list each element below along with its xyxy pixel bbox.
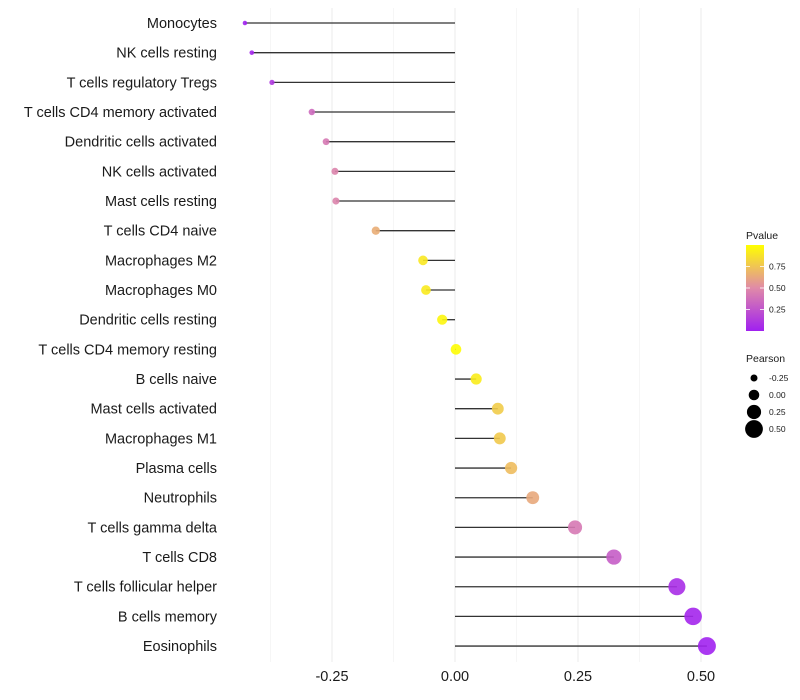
- y-tick-label: Macrophages M2: [105, 253, 217, 269]
- data-point: [322, 138, 330, 146]
- y-tick-label: Macrophages M1: [105, 431, 217, 447]
- size-key-label: -0.25: [769, 373, 789, 383]
- data-point: [450, 344, 462, 355]
- y-axis-labels: Monocytes NK cells resting T cells regulat…: [24, 16, 218, 655]
- y-tick-label: T cells CD4 memory resting: [38, 342, 217, 358]
- x-tick-label: 0.00: [441, 669, 469, 685]
- size-key-point: [745, 420, 763, 438]
- pearson-legend-title: Pearson: [746, 353, 785, 365]
- data-point: [491, 402, 504, 415]
- data-point: [668, 578, 686, 596]
- size-key-label: 0.50: [769, 424, 786, 434]
- data-point: [606, 549, 622, 565]
- pvalue-legend-title: Pvalue: [746, 230, 778, 242]
- colorbar-tick-label: 0.25: [769, 305, 786, 315]
- stems: [244, 22, 707, 647]
- data-point: [269, 79, 275, 85]
- pearson-legend: Pearson -0.25 0.00 0.25 0.50: [745, 353, 789, 438]
- y-tick-label: NK cells activated: [102, 164, 217, 180]
- size-key-point: [750, 374, 758, 382]
- y-tick-label: Plasma cells: [136, 461, 217, 477]
- data-point: [331, 167, 339, 175]
- x-axis-labels: -0.25 0.00 0.25 0.50: [315, 669, 715, 685]
- y-tick-label: B cells naive: [136, 372, 217, 388]
- y-tick-label: Dendritic cells activated: [65, 135, 217, 151]
- x-tick-label: 0.50: [687, 669, 715, 685]
- y-tick-label: T cells CD4 naive: [104, 224, 217, 240]
- data-point: [332, 197, 340, 205]
- y-tick-label: Neutrophils: [144, 491, 217, 507]
- y-tick-label: Mast cells resting: [105, 194, 217, 210]
- size-key-point: [746, 404, 762, 420]
- data-point: [418, 255, 428, 266]
- data-point: [371, 226, 380, 235]
- grid-lines: [270, 8, 702, 662]
- y-tick-label: B cells memory: [118, 609, 218, 625]
- y-tick-label: T cells CD8: [142, 550, 217, 566]
- data-point: [567, 520, 583, 535]
- y-tick-label: Macrophages M0: [105, 283, 217, 299]
- pvalue-colorbar: [746, 245, 764, 331]
- y-tick-label: NK cells resting: [116, 46, 217, 62]
- y-tick-label: T cells regulatory Tregs: [67, 75, 217, 91]
- size-key-label: 0.00: [769, 390, 786, 400]
- pvalue-legend: Pvalue 0.25 0.50 0.75: [746, 230, 786, 331]
- data-point: [526, 491, 540, 505]
- colorbar-tick-label: 0.75: [769, 262, 786, 272]
- data-point: [470, 373, 482, 385]
- colorbar-tick-label: 0.50: [769, 283, 786, 293]
- size-key-point: [748, 389, 760, 401]
- data-point: [493, 432, 506, 445]
- data-point: [504, 461, 518, 475]
- points: [242, 20, 716, 656]
- y-tick-label: T cells follicular helper: [74, 580, 217, 596]
- data-point: [421, 285, 431, 295]
- y-tick-label: T cells gamma delta: [88, 520, 218, 536]
- x-tick-label: -0.25: [315, 669, 348, 685]
- data-point: [242, 20, 248, 26]
- y-tick-label: Mast cells activated: [90, 402, 217, 418]
- x-tick-label: 0.25: [564, 669, 592, 685]
- y-tick-label: T cells CD4 memory activated: [24, 105, 217, 121]
- y-tick-label: Monocytes: [147, 16, 217, 32]
- data-point: [308, 108, 316, 116]
- data-point: [249, 50, 255, 55]
- y-tick-label: Eosinophils: [143, 639, 217, 655]
- data-point: [684, 607, 702, 626]
- data-point: [437, 314, 448, 325]
- size-key-label: 0.25: [769, 407, 786, 417]
- y-tick-label: Dendritic cells resting: [79, 313, 217, 329]
- data-point: [697, 637, 716, 656]
